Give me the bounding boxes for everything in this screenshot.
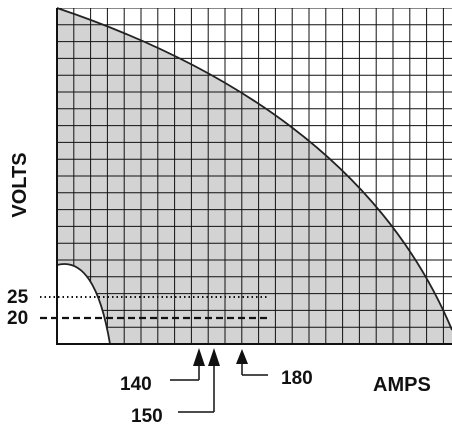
marker-arrow-140 (170, 348, 205, 381)
envelope-boundary-curve (56, 7, 452, 331)
marker-label-150: 150 (131, 406, 163, 425)
chart-grid (57, 8, 452, 344)
marker-label-140: 140 (120, 374, 152, 395)
marker-arrow-180 (236, 349, 268, 376)
marker-arrow-150 (178, 348, 220, 413)
reference-label-25: 25 (7, 287, 29, 308)
marker-label-180: 180 (281, 368, 313, 389)
x-axis-label: AMPS (373, 374, 431, 396)
plot-frame (56, 8, 452, 345)
reference-label-20: 20 (7, 308, 28, 329)
y-axis-label: VOLTS (9, 152, 31, 217)
